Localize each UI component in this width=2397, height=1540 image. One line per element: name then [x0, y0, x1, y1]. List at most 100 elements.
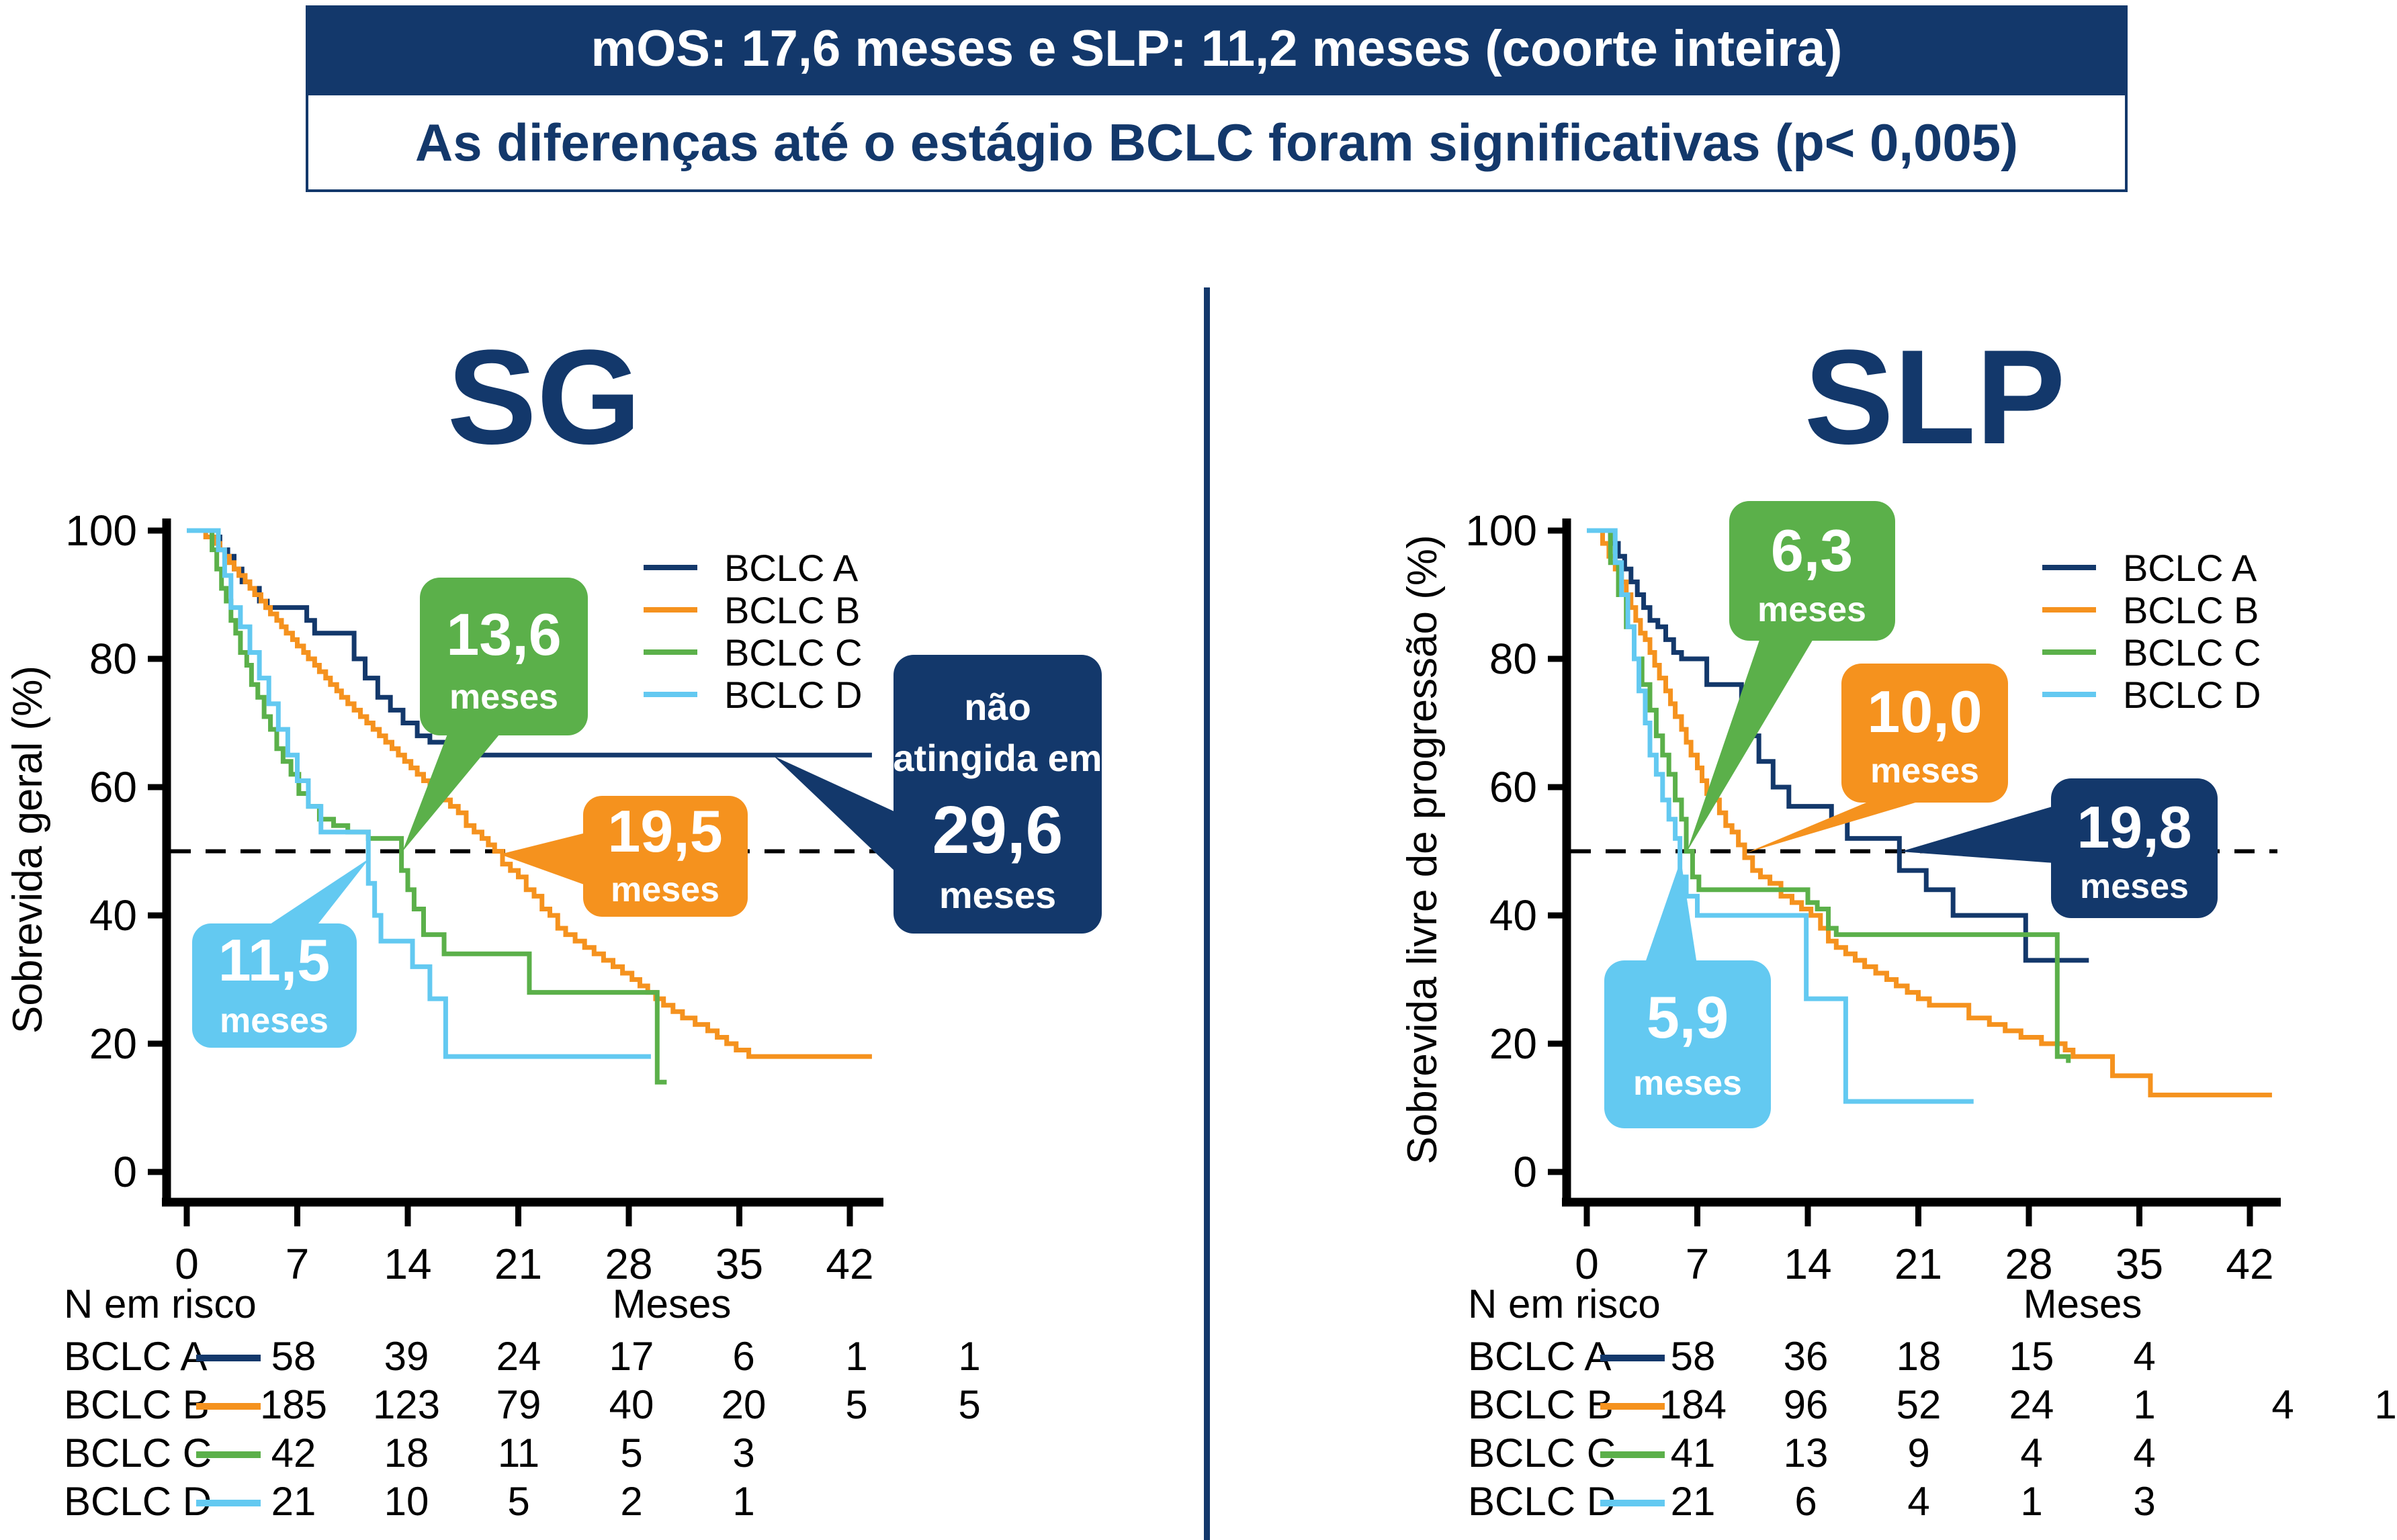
risk-value: 58: [1671, 1334, 1716, 1379]
risk-value: 15: [2009, 1334, 2054, 1379]
slp-callout-bclc-d-median: 5,9 meses: [1604, 860, 1771, 1128]
callout-text: atingida em: [893, 737, 1102, 779]
callout-text: não: [964, 686, 1031, 728]
y-tick-label: 0: [113, 1148, 137, 1196]
legend-label: BCLC C: [2123, 631, 2261, 674]
risk-row-label: BCLC D: [1468, 1479, 1616, 1524]
callout-unit: meses: [1757, 590, 1866, 629]
risk-row-label: BCLC B: [1468, 1382, 1614, 1427]
risk-value: 6: [1794, 1479, 1817, 1524]
callout-box: [1841, 664, 2008, 803]
header: mOS: 17,6 meses e SLP: 11,2 meses (coort…: [306, 5, 2128, 192]
y-tick-label: 20: [1489, 1020, 1537, 1068]
sg-callout-bclc-b-median: 19,5 meses: [500, 796, 748, 917]
risk-value: 24: [496, 1334, 541, 1379]
callout-unit: meses: [1870, 752, 1979, 790]
risk-value: 20: [722, 1382, 767, 1427]
callout-value: 19,5: [607, 798, 722, 864]
legend-label: BCLC C: [724, 631, 862, 674]
risk-row-label: BCLC A: [1468, 1334, 1611, 1379]
risk-value: 10: [384, 1479, 429, 1524]
y-tick-label: 0: [1513, 1148, 1537, 1196]
x-tick-label: 14: [1784, 1240, 1831, 1288]
risk-row-label: BCLC C: [64, 1431, 212, 1476]
risk-value: 9: [1907, 1431, 1929, 1476]
x-tick-label: 28: [2005, 1240, 2052, 1288]
callout-value: 6,3: [1771, 517, 1853, 584]
risk-value: 79: [496, 1382, 541, 1427]
legend-label: BCLC B: [724, 589, 860, 631]
header-line-2: As diferenças até o estágio BCLC foram s…: [415, 113, 2019, 172]
callout-box: [2051, 778, 2218, 918]
callout-pointer: [1687, 638, 1814, 852]
callout-box: [894, 655, 1102, 934]
km-curve-bclc-a: [1587, 528, 2089, 963]
callout-value: 5,9: [1647, 984, 1729, 1050]
x-tick-label: 28: [605, 1240, 652, 1288]
risk-row-label: BCLC B: [64, 1382, 210, 1427]
risk-value: 52: [1897, 1382, 1942, 1427]
callout-pointer: [500, 833, 586, 885]
risk-value: 96: [1784, 1382, 1829, 1427]
risk-value: 1: [2133, 1382, 2155, 1427]
slp-title: SLP: [1804, 322, 2066, 472]
callout-value: 11,5: [218, 927, 330, 993]
risk-value: 17: [609, 1334, 654, 1379]
callout-box: [192, 923, 357, 1048]
risk-value: 36: [1784, 1334, 1829, 1379]
km-curve-bclc-d: [1587, 528, 1974, 1104]
risk-row-label: BCLC D: [64, 1479, 212, 1524]
risk-value: 41: [1671, 1431, 1716, 1476]
sg-callout-bclc-d-median: 11,5 meses: [192, 858, 369, 1048]
risk-value: 3: [732, 1431, 754, 1476]
y-tick-label: 60: [89, 763, 137, 811]
risk-value: 123: [373, 1382, 440, 1427]
slp-callout-bclc-c-median: 6,3 meses: [1687, 501, 1895, 852]
risk-value: 184: [1659, 1382, 1727, 1427]
x-tick-label: 0: [175, 1240, 199, 1288]
risk-value: 42: [271, 1431, 316, 1476]
y-tick-label: 100: [65, 506, 137, 555]
sg-title: SG: [447, 322, 642, 472]
callout-pointer: [402, 731, 503, 852]
risk-value: 5: [507, 1479, 529, 1524]
km-curve-bclc-b: [187, 528, 872, 1059]
km-curve-bclc-b: [1587, 528, 2272, 1097]
callout-pointer: [1901, 806, 2054, 863]
y-tick-label: 40: [89, 891, 137, 940]
y-tick-label: 100: [1465, 506, 1537, 555]
risk-value: 6: [732, 1334, 754, 1379]
callout-unit: meses: [1633, 1064, 1742, 1103]
y-tick-label: 80: [89, 635, 137, 683]
risk-value: 1: [2020, 1479, 2042, 1524]
risk-value: 40: [609, 1382, 654, 1427]
risk-value: 4: [2020, 1431, 2042, 1476]
legend-label: BCLC D: [724, 674, 862, 716]
x-tick-label: 35: [715, 1240, 763, 1288]
risk-value: 5: [845, 1382, 867, 1427]
x-tick-label: 42: [2226, 1240, 2273, 1288]
panel-divider: [1204, 287, 1210, 1540]
callout-pointer: [1645, 860, 1697, 964]
callout-value: 29,6: [932, 792, 1063, 868]
legend-label: BCLC A: [724, 547, 859, 589]
callout-unit: meses: [220, 1001, 329, 1040]
slp-callout-bclc-b-median: 10,0 meses: [1746, 664, 2008, 853]
risk-value: 24: [2009, 1382, 2054, 1427]
legend-label: BCLC D: [2123, 674, 2261, 716]
callout-value: 13,6: [446, 601, 561, 668]
x-tick-label: 7: [1686, 1240, 1710, 1288]
risk-value: 5: [958, 1382, 980, 1427]
risk-value: 21: [1671, 1479, 1716, 1524]
risk-value: 13: [1784, 1431, 1829, 1476]
callout-unit: meses: [449, 678, 558, 717]
risk-value: 39: [384, 1334, 429, 1379]
callout-box: [1729, 501, 1895, 641]
risk-value: 4: [1907, 1479, 1929, 1524]
risk-value: 4: [2271, 1382, 2294, 1427]
risk-value: 185: [260, 1382, 327, 1427]
callout-value: 10,0: [1867, 678, 1982, 745]
